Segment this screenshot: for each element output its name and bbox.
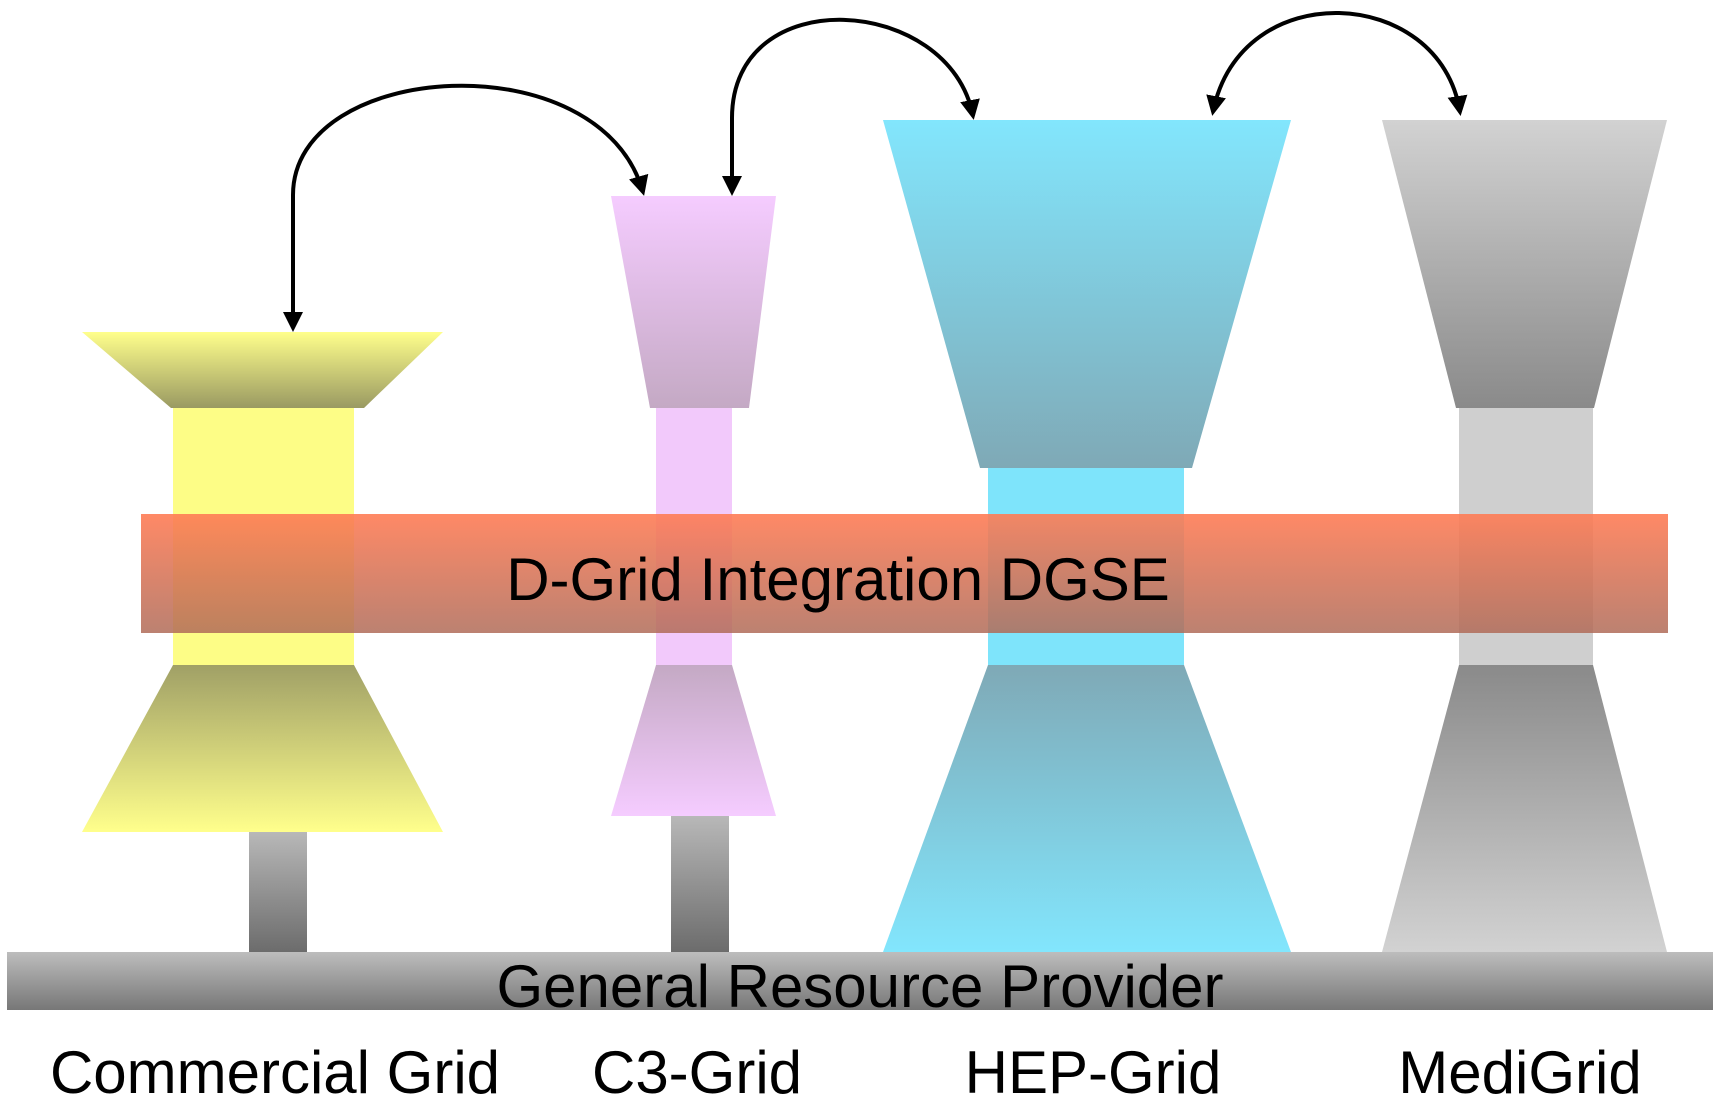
commercial-grid-top-funnel: [82, 332, 443, 408]
hep-grid-bottom-funnel: [883, 665, 1291, 952]
commercial-grid-stem: [249, 832, 307, 952]
c3-grid-top-funnel: [611, 196, 776, 408]
commercial-grid-stack: [82, 332, 443, 952]
medigrid-top-funnel: [1382, 120, 1667, 408]
arrow-hep-to-medi: [1213, 13, 1460, 112]
resource-provider-label: General Resource Provider: [496, 953, 1223, 1020]
arrow-commercial-to-c3: [293, 86, 643, 328]
medigrid-bottom-funnel: [1382, 665, 1667, 952]
grid-label-c3: C3-Grid: [592, 1039, 802, 1103]
c3-grid-bottom-funnel: [611, 665, 776, 816]
grid-label-commercial: Commercial Grid: [50, 1039, 500, 1103]
commercial-grid-bottom-funnel: [82, 665, 443, 832]
grid-label-hep: HEP-Grid: [965, 1039, 1222, 1103]
c3-grid-stem: [671, 816, 729, 952]
grid-label-medigrid: MediGrid: [1398, 1039, 1641, 1103]
connection-arrows: [293, 13, 1460, 328]
hep-grid-top-funnel: [883, 120, 1291, 468]
integration-band-label: D-Grid Integration DGSE: [506, 546, 1170, 613]
